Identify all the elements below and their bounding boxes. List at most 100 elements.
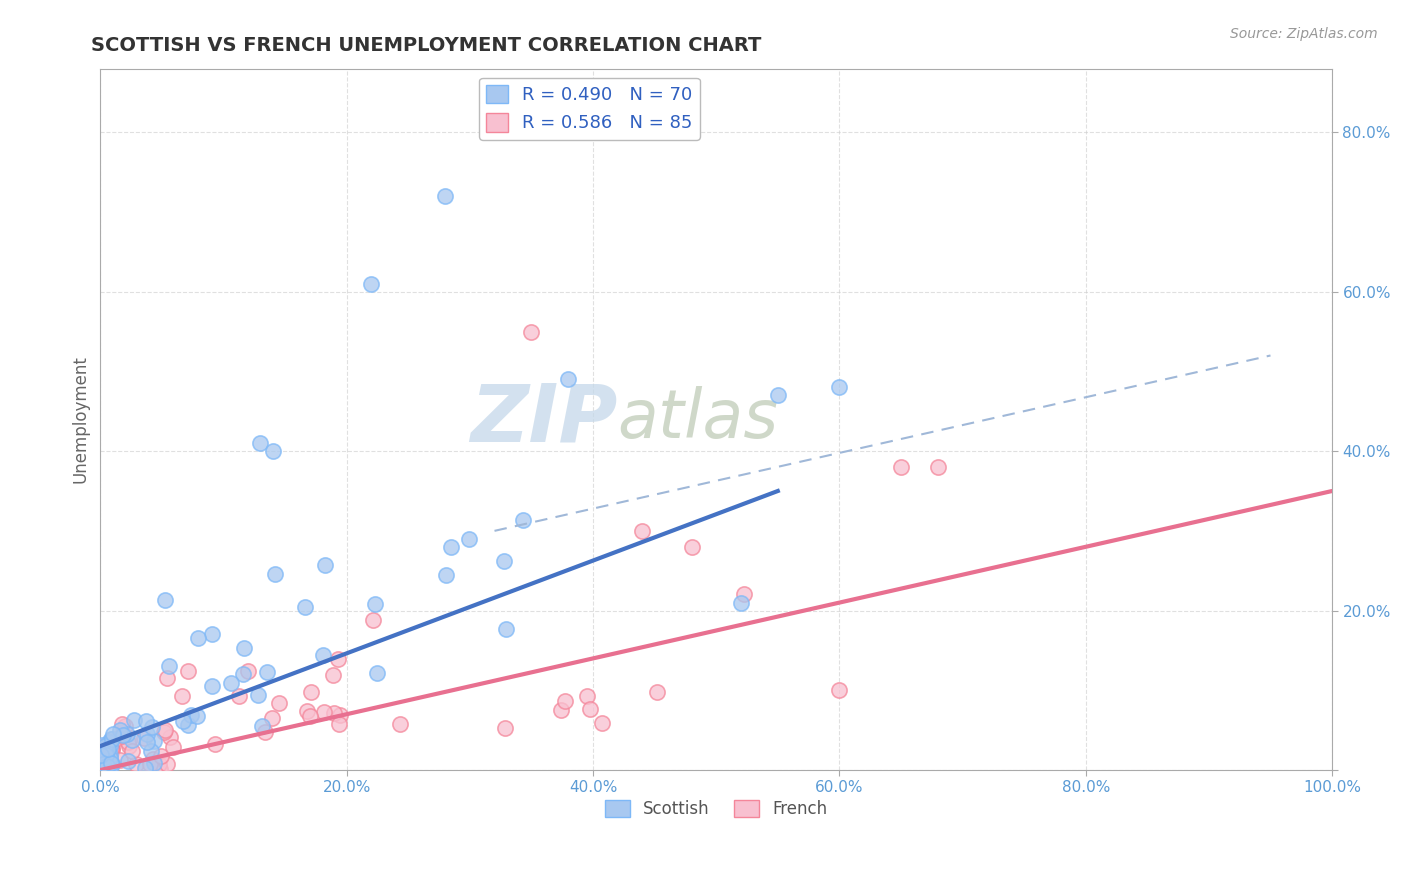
Point xyxy=(90,760,112,774)
Point xyxy=(100,732,122,747)
Point xyxy=(366,666,388,681)
Point xyxy=(322,667,344,681)
Point xyxy=(141,720,163,734)
Point xyxy=(100,741,122,756)
Point xyxy=(457,532,479,546)
Point xyxy=(96,756,118,770)
Point xyxy=(557,372,579,386)
Point xyxy=(90,740,112,755)
Point xyxy=(177,664,200,678)
Point xyxy=(111,728,134,742)
Point xyxy=(645,685,668,699)
Point xyxy=(111,729,134,743)
Point xyxy=(96,747,118,761)
Point xyxy=(256,665,278,679)
Point xyxy=(108,723,131,737)
Point xyxy=(262,444,284,458)
Point xyxy=(90,758,112,772)
Point xyxy=(149,762,172,776)
Point xyxy=(135,714,157,729)
Point xyxy=(101,756,124,771)
Point xyxy=(117,754,139,768)
Point xyxy=(114,718,136,732)
Point xyxy=(96,744,118,758)
Point xyxy=(247,688,270,702)
Point xyxy=(100,732,122,747)
Point xyxy=(579,702,602,716)
Point xyxy=(177,718,200,732)
Point xyxy=(631,524,654,538)
Point xyxy=(766,388,789,402)
Text: ZIP: ZIP xyxy=(470,380,617,458)
Point xyxy=(94,739,117,754)
Point xyxy=(890,460,912,475)
Point xyxy=(148,757,170,772)
Point xyxy=(93,762,115,776)
Point xyxy=(142,756,165,770)
Point xyxy=(118,739,141,753)
Point xyxy=(299,684,322,698)
Point xyxy=(117,735,139,749)
Point xyxy=(733,587,755,601)
Point xyxy=(312,648,335,662)
Point xyxy=(155,757,177,772)
Point xyxy=(100,741,122,756)
Point xyxy=(94,741,117,756)
Point xyxy=(264,566,287,581)
Point xyxy=(204,737,226,751)
Point xyxy=(495,623,517,637)
Point xyxy=(554,694,576,708)
Point xyxy=(115,727,138,741)
Point xyxy=(250,718,273,732)
Point xyxy=(328,716,350,731)
Point xyxy=(138,756,160,771)
Point xyxy=(312,705,335,719)
Point xyxy=(162,739,184,754)
Point xyxy=(329,707,352,722)
Point xyxy=(98,762,121,776)
Point xyxy=(155,723,177,738)
Point xyxy=(238,664,260,678)
Point xyxy=(93,762,115,776)
Point xyxy=(170,689,193,703)
Point xyxy=(142,733,165,747)
Point xyxy=(550,703,572,717)
Point xyxy=(180,708,202,723)
Point xyxy=(94,741,117,756)
Point xyxy=(93,753,115,767)
Point xyxy=(730,596,752,610)
Point xyxy=(328,652,350,666)
Point xyxy=(90,746,112,760)
Point xyxy=(492,554,515,568)
Point xyxy=(91,750,114,764)
Point xyxy=(364,597,387,611)
Point xyxy=(97,741,120,756)
Point xyxy=(122,713,145,727)
Y-axis label: Unemployment: Unemployment xyxy=(72,355,89,483)
Point xyxy=(96,740,118,755)
Point xyxy=(253,724,276,739)
Point xyxy=(110,717,132,731)
Text: atlas: atlas xyxy=(617,386,779,452)
Point xyxy=(434,567,457,582)
Point xyxy=(295,704,318,718)
Point xyxy=(96,756,118,770)
Point xyxy=(575,689,598,703)
Point xyxy=(186,709,208,723)
Point xyxy=(591,716,613,731)
Point xyxy=(98,756,121,770)
Point xyxy=(91,760,114,774)
Point xyxy=(100,751,122,765)
Point xyxy=(494,721,516,735)
Point xyxy=(107,731,129,745)
Point xyxy=(90,738,112,752)
Point xyxy=(228,690,250,704)
Point xyxy=(101,743,124,757)
Point xyxy=(93,756,115,771)
Point xyxy=(136,735,159,749)
Point xyxy=(232,640,254,655)
Point xyxy=(201,627,224,641)
Point xyxy=(96,750,118,764)
Point xyxy=(134,761,156,775)
Point xyxy=(388,716,411,731)
